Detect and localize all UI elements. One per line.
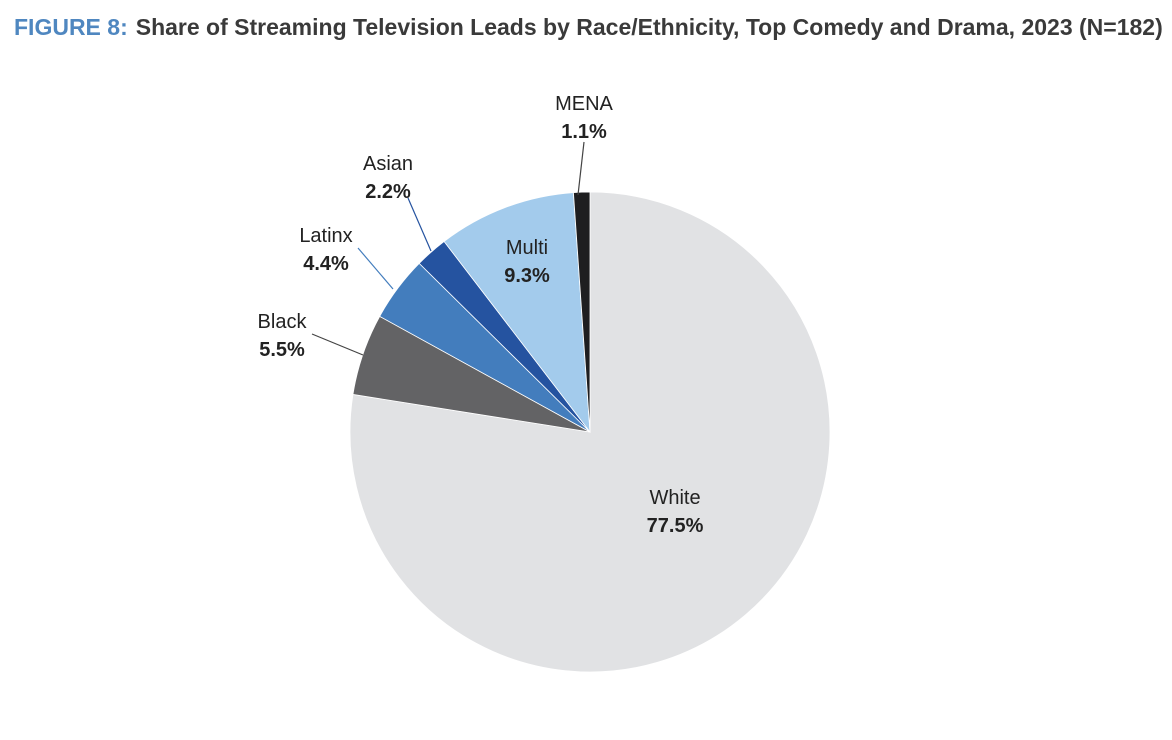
leader-line-latinx [357, 247, 394, 290]
slice-value-black: 5.5% [259, 339, 305, 361]
slice-label-white: White [649, 487, 700, 509]
figure-label: FIGURE 8: [14, 14, 128, 40]
slice-value-asian: 2.2% [365, 181, 411, 203]
slice-label-black: Black [258, 311, 308, 333]
slice-value-mena: 1.1% [561, 121, 607, 143]
slice-value-multi: 9.3% [504, 265, 550, 287]
pie-slice-mena [572, 191, 591, 433]
figure-title: Share of Streaming Television Leads by R… [135, 14, 1163, 40]
pie-slice-multi [443, 192, 591, 434]
slice-label-multi: Multi [506, 237, 548, 259]
pie-slice-white [349, 191, 831, 673]
leader-line-black [311, 333, 364, 356]
leader-line-mena [577, 141, 585, 196]
slice-value-white: 77.5% [647, 515, 704, 537]
leader-line-asian [407, 197, 432, 252]
slice-label-latinx: Latinx [299, 225, 352, 247]
slice-label-mena: MENA [555, 93, 613, 115]
slice-label-asian: Asian [363, 153, 413, 175]
chart-title: FIGURE 8: Share of Streaming Television L… [14, 10, 1164, 44]
slice-value-latinx: 4.4% [303, 253, 349, 275]
